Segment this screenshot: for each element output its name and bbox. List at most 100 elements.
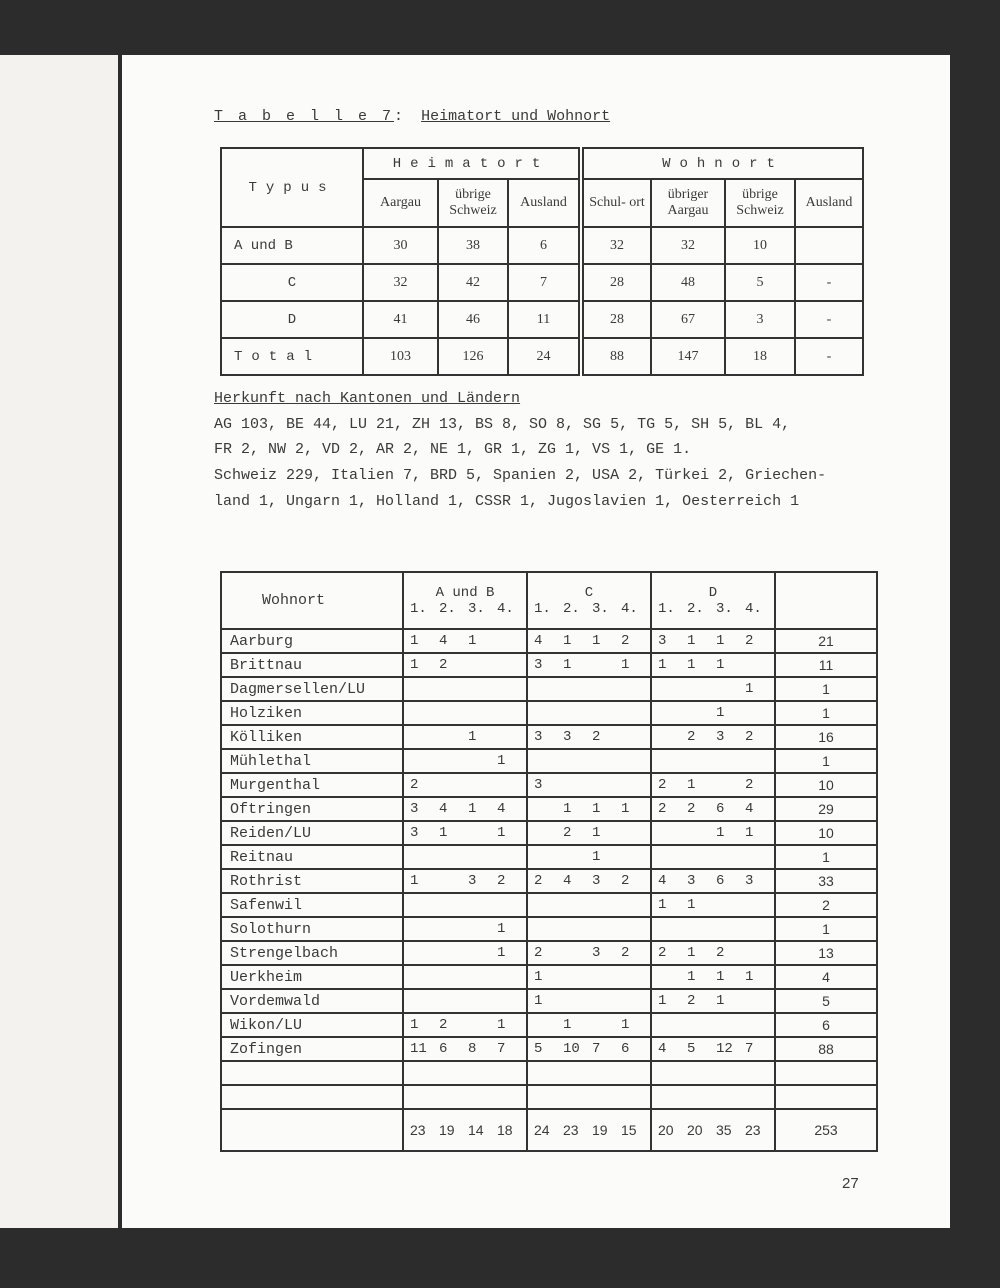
count-value: 15 <box>621 1122 637 1138</box>
count-value <box>439 777 468 793</box>
typus-cell: D <box>220 300 364 339</box>
rank-subheader: 2. <box>687 600 704 617</box>
row-total: 33 <box>774 868 878 894</box>
group-cell: 2 1 2 <box>650 940 776 966</box>
wohnort-name: Oftringen <box>220 796 404 822</box>
value-cell <box>794 226 864 265</box>
column-header: Aargau <box>362 178 439 228</box>
count-value: 18 <box>497 1122 513 1138</box>
facing-page <box>0 55 118 1228</box>
value-cell: 41 <box>362 300 439 339</box>
value-cell: 28 <box>580 263 652 302</box>
count-value: 7 <box>745 1041 754 1057</box>
value-cell: 6 <box>507 226 584 265</box>
count-value: 2 <box>621 945 630 961</box>
count-value: 1 <box>497 825 506 841</box>
group-cell: 2 4 3 2 <box>526 868 652 894</box>
typus-cell: Total <box>220 337 364 376</box>
count-value: 20 <box>658 1122 674 1138</box>
value-cell: 88 <box>580 337 652 376</box>
count-value: 4 <box>534 633 543 649</box>
wohnort-table: Wohnort A und B 1. 2. 3. 4. C 1. 2. 3. 4. D 1. 2. 3… <box>220 571 878 1152</box>
total-header <box>774 571 878 630</box>
count-value <box>439 873 468 889</box>
count-value <box>410 945 439 961</box>
count-value: 1 <box>468 801 477 817</box>
count-value <box>468 945 497 961</box>
rank-subheader: 1. <box>410 600 427 617</box>
table-row: Strengelbach 1 2 3 2 2 1 2 13 <box>220 940 878 966</box>
wohnort-name: Kölliken <box>220 724 404 750</box>
group-cell: 1 2 1 <box>650 988 776 1014</box>
table-row: Safenwil 1 1 2 <box>220 892 878 918</box>
count-value: 2 <box>497 873 506 889</box>
row-total: 88 <box>774 1036 878 1062</box>
count-value: 6 <box>716 873 725 889</box>
wohnort-name: Aarburg <box>220 628 404 654</box>
table-label: T a b e l l e 7 <box>214 108 395 125</box>
count-value <box>439 945 468 961</box>
wohnort-name: Brittnau <box>220 652 404 678</box>
group-cell <box>650 916 776 942</box>
count-value: 4 <box>658 873 667 889</box>
count-value: 1 <box>716 993 725 1009</box>
heimatort-header: Heimatort <box>362 147 584 180</box>
group-cell: 3 3 2 <box>526 724 652 750</box>
count-value: 2 <box>687 729 696 745</box>
table-row: Zofingen 11 6 8 7 5 10 7 6 4 5 12 7 88 <box>220 1036 878 1062</box>
count-value: 2 <box>745 633 754 649</box>
herkunft-line: land 1, Ungarn 1, Holland 1, CSSR 1, Jug… <box>214 493 800 510</box>
count-value: 3 <box>534 777 543 793</box>
column-header: übrige Schweiz <box>724 178 796 228</box>
group-cell <box>402 964 528 990</box>
group-header-ab: A und B 1. 2. 3. 4. <box>402 571 528 630</box>
count-value: 1 <box>716 633 725 649</box>
count-value: 4 <box>745 801 754 817</box>
wohnort-name: Safenwil <box>220 892 404 918</box>
count-value <box>621 825 650 841</box>
blank-row <box>220 1084 878 1110</box>
count-value: 12 <box>716 1041 733 1057</box>
count-value <box>745 945 774 961</box>
heimatort-wohnort-table: Typus Heimatort Wohnort Aargau übrige Sch… <box>220 147 864 376</box>
count-value: 23 <box>563 1122 579 1138</box>
row-total: 16 <box>774 724 878 750</box>
group-cell: 23 19 14 18 <box>402 1108 528 1152</box>
count-value: 6 <box>439 1041 448 1057</box>
count-value: 1 <box>439 825 448 841</box>
count-value: 1 <box>497 1017 506 1033</box>
group-cell: 2 3 2 <box>526 940 652 966</box>
count-value <box>534 849 563 865</box>
table-row: Solothurn 1 1 <box>220 916 878 942</box>
count-value: 3 <box>563 729 572 745</box>
value-cell: 48 <box>650 263 726 302</box>
count-value <box>621 729 650 745</box>
count-value: 2 <box>563 825 572 841</box>
wohnort-name: Strengelbach <box>220 940 404 966</box>
count-value <box>592 969 621 985</box>
count-value: 1 <box>410 1017 419 1033</box>
group-cell <box>402 676 528 702</box>
count-value <box>468 657 497 673</box>
value-cell: 7 <box>507 263 584 302</box>
blank-cell <box>220 1060 404 1086</box>
count-value: 1 <box>563 657 572 673</box>
count-value <box>468 753 497 769</box>
count-value: 1 <box>592 849 601 865</box>
count-value: 4 <box>497 801 506 817</box>
count-value: 1 <box>716 825 725 841</box>
column-header: übrige Schweiz <box>437 178 509 228</box>
count-value: 10 <box>563 1041 580 1057</box>
count-value: 3 <box>745 873 754 889</box>
count-value: 1 <box>563 1017 572 1033</box>
count-value: 3 <box>592 873 601 889</box>
count-value <box>534 1017 563 1033</box>
group-cell <box>402 844 528 870</box>
count-value: 1 <box>658 897 667 913</box>
rank-subheader: 2. <box>563 600 580 617</box>
group-header-c: C 1. 2. 3. 4. <box>526 571 652 630</box>
group-cell: 1 <box>526 964 652 990</box>
count-value: 19 <box>592 1122 608 1138</box>
row-total: 10 <box>774 820 878 846</box>
